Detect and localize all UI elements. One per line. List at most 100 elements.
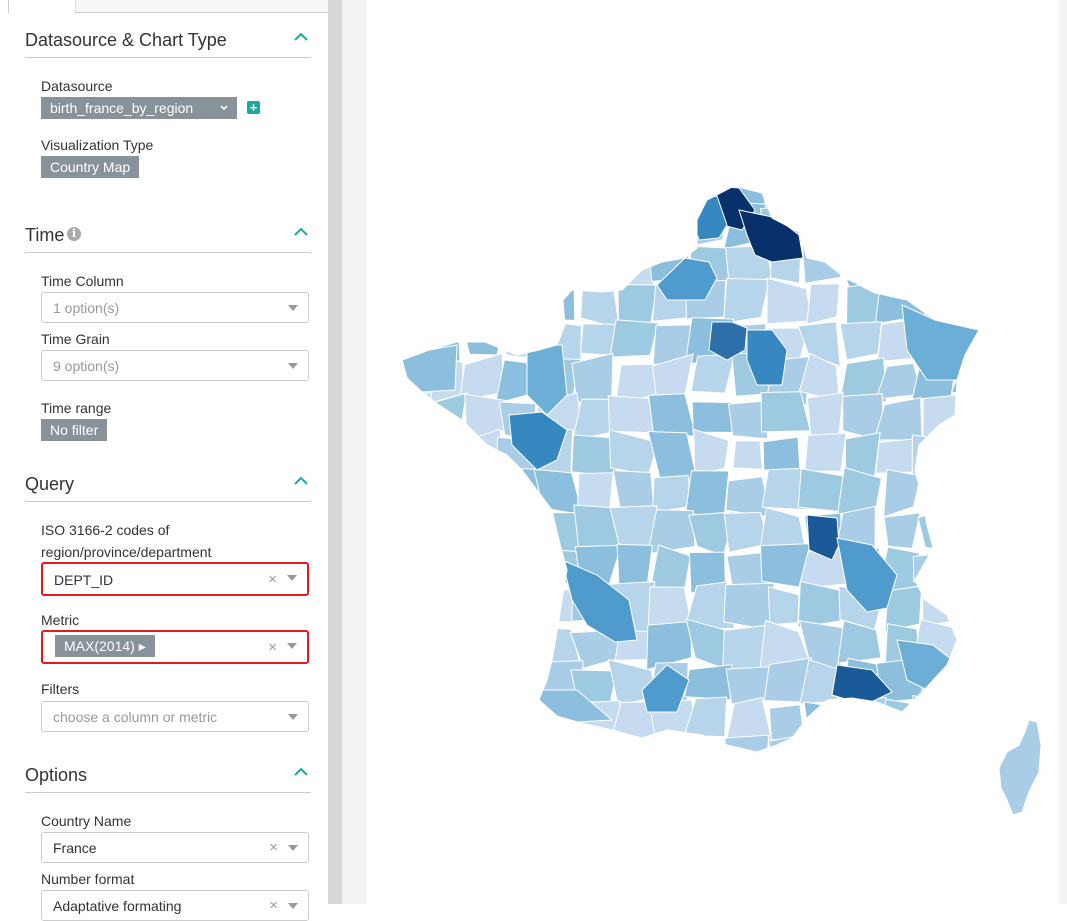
department-region[interactable] [995,546,1030,594]
department-region[interactable] [423,475,460,512]
filters-select[interactable]: choose a column or metric [41,701,309,732]
department-region[interactable] [381,166,425,214]
department-region[interactable] [835,248,886,289]
department-region[interactable] [561,559,638,643]
department-region[interactable] [911,434,962,482]
section-title-query[interactable]: Query [25,474,75,494]
info-icon[interactable]: i [67,227,81,241]
department-region[interactable] [956,657,998,709]
department-region[interactable] [382,546,430,588]
department-region[interactable] [423,697,461,743]
department-region[interactable] [419,733,465,784]
department-region[interactable] [572,246,619,280]
department-region[interactable] [883,512,921,550]
department-region[interactable] [456,663,509,707]
department-region[interactable] [952,544,998,589]
department-region[interactable] [992,430,1033,471]
department-region[interactable] [421,392,468,442]
department-region[interactable] [949,395,997,441]
country-map[interactable] [367,0,1059,904]
department-region[interactable] [457,551,506,595]
department-region[interactable] [836,175,878,203]
department-region[interactable] [957,202,994,253]
tab-data[interactable] [8,0,76,14]
department-region[interactable] [384,584,430,627]
department-region[interactable] [385,247,430,280]
department-region[interactable] [766,277,812,325]
department-region[interactable] [647,430,698,481]
department-region[interactable] [992,467,1035,510]
department-region[interactable] [391,437,427,478]
department-region[interactable] [949,736,997,777]
department-region[interactable] [988,659,1039,706]
department-region[interactable] [382,621,430,666]
department-region[interactable] [458,516,509,550]
department-region[interactable] [418,505,470,552]
department-region[interactable] [455,238,504,282]
department-region[interactable] [382,469,425,513]
department-region[interactable] [497,699,541,741]
department-region[interactable] [876,698,924,743]
section-title-datasource[interactable]: Datasource & Chart Type [25,30,227,50]
department-region[interactable] [496,546,538,592]
department-region[interactable] [613,164,657,211]
department-region[interactable] [988,279,1037,325]
department-region[interactable] [608,242,654,291]
chevron-up-icon[interactable] [292,226,310,240]
department-region[interactable] [495,512,545,554]
department-region[interactable] [837,620,882,664]
department-region[interactable] [990,624,1032,670]
department-region[interactable] [950,163,999,208]
department-region[interactable] [651,474,692,513]
department-region[interactable] [956,278,1000,327]
department-region[interactable] [950,238,1001,287]
metric-select[interactable]: MAX(2014) ▸ × [41,630,309,664]
department-region[interactable] [883,468,922,518]
department-region[interactable] [463,428,507,476]
department-region[interactable] [578,170,615,213]
department-region[interactable] [761,467,808,511]
department-region[interactable] [493,587,544,627]
department-region[interactable] [957,625,1000,665]
department-region[interactable] [646,620,693,671]
department-region[interactable] [419,207,470,254]
department-region[interactable] [956,584,998,627]
chevron-up-icon[interactable] [292,475,310,489]
department-region[interactable] [463,286,505,328]
department-region[interactable] [693,428,730,477]
department-region[interactable] [768,704,805,741]
time-column-select[interactable]: 1 option(s) [41,292,309,323]
department-region[interactable] [991,207,1030,242]
department-region[interactable] [532,168,576,215]
department-region[interactable] [648,393,697,437]
clear-icon[interactable]: × [269,839,278,856]
department-region[interactable] [645,736,697,780]
department-region[interactable] [608,733,660,778]
department-region[interactable] [425,629,471,669]
department-region[interactable] [465,734,507,776]
chevron-up-icon[interactable] [292,31,310,45]
department-region[interactable] [417,665,467,709]
department-region[interactable] [495,169,541,208]
department-region[interactable] [918,472,957,506]
department-region[interactable] [991,357,1029,395]
department-region[interactable] [799,165,848,212]
department-region[interactable] [722,277,771,324]
department-region[interactable] [537,201,581,249]
department-region[interactable] [912,550,963,586]
department-region[interactable] [392,276,422,320]
department-region[interactable] [953,468,991,515]
department-region[interactable] [989,168,1030,213]
department-region[interactable] [462,471,506,520]
section-title-options[interactable]: Options [25,765,88,785]
department-region[interactable] [421,241,464,286]
department-region[interactable] [913,732,963,784]
department-region[interactable] [656,257,718,301]
department-region[interactable] [728,400,769,440]
department-region[interactable] [420,167,468,211]
department-region[interactable] [746,329,788,386]
department-region[interactable] [989,394,1028,438]
section-title-time[interactable]: Time [25,225,65,245]
department-region[interactable] [457,164,508,216]
department-region[interactable] [508,411,568,471]
